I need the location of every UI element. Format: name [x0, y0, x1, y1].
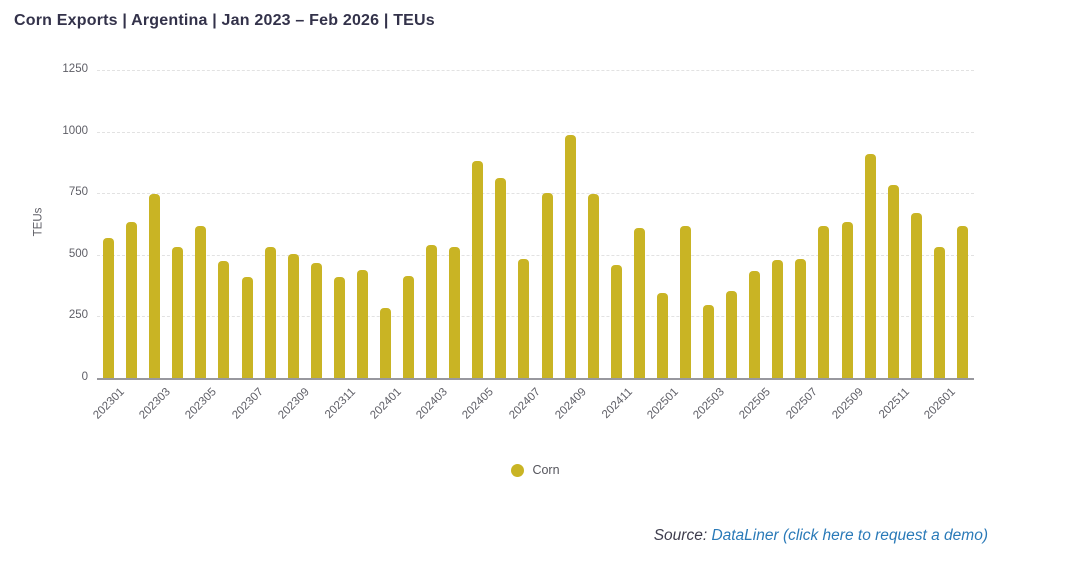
legend-item-corn[interactable]: Corn: [511, 463, 560, 477]
bar-202412[interactable]: [633, 227, 645, 378]
bar-202407[interactable]: [518, 258, 530, 378]
bar-202311[interactable]: [333, 276, 345, 378]
x-tick-label-202501: 202501: [645, 386, 681, 422]
bar-202508[interactable]: [818, 226, 830, 378]
legend: Corn: [97, 463, 974, 477]
bar-202601[interactable]: [933, 247, 945, 378]
bar-202502[interactable]: [680, 226, 691, 378]
chart-title: Corn Exports | Argentina | Jan 2023 – Fe…: [14, 12, 435, 29]
bar-202409[interactable]: [564, 135, 576, 378]
x-tick-label-202305: 202305: [183, 386, 220, 422]
gridline-1000: [97, 131, 974, 133]
bar-202305[interactable]: [195, 226, 207, 378]
bar-202512[interactable]: [910, 212, 922, 378]
bar-202506[interactable]: [772, 259, 784, 378]
x-tick-label-202507: 202507: [783, 386, 820, 422]
x-tick-label-202411: 202411: [599, 386, 635, 422]
bar-202411[interactable]: [610, 264, 622, 378]
x-tick-label-202409: 202409: [552, 386, 589, 422]
x-tick-label-202511: 202511: [876, 386, 912, 422]
x-tick-label-202311: 202311: [322, 386, 358, 422]
x-tick-label-202505: 202505: [737, 386, 774, 422]
bar-202304[interactable]: [172, 247, 184, 378]
bar-202602[interactable]: [956, 226, 968, 378]
bar-202301[interactable]: [103, 237, 115, 378]
bar-202505[interactable]: [749, 270, 761, 378]
bar-202404[interactable]: [449, 247, 461, 378]
x-tick-label-202303: 202303: [137, 386, 174, 422]
bar-202402[interactable]: [403, 275, 415, 378]
y-tick-label-0: 0: [81, 371, 88, 383]
x-tick-label-202509: 202509: [829, 386, 866, 422]
gridline-1250: [97, 70, 974, 71]
bar-202510[interactable]: [864, 153, 876, 378]
plot-area: [97, 70, 974, 380]
bar-202509[interactable]: [841, 221, 853, 378]
y-tick-label-250: 250: [68, 309, 88, 322]
bar-202504[interactable]: [726, 290, 738, 378]
legend-dot-icon: [511, 463, 525, 477]
bar-202307[interactable]: [241, 276, 253, 378]
y-tick-label-1250: 1250: [62, 63, 88, 75]
bar-202503[interactable]: [703, 305, 715, 378]
bar-202405[interactable]: [472, 161, 484, 378]
bar-202501[interactable]: [656, 293, 668, 378]
bar-202507[interactable]: [795, 258, 807, 378]
bar-202408[interactable]: [541, 193, 553, 378]
x-tick-label-202307: 202307: [229, 386, 266, 422]
x-tick-label-202601: 202601: [922, 386, 958, 422]
x-tick-label-202301: 202301: [91, 386, 128, 422]
bar-202303[interactable]: [149, 194, 161, 378]
source-prefix: Source:: [653, 527, 712, 544]
y-tick-label-500: 500: [68, 247, 88, 260]
bar-202406[interactable]: [495, 178, 507, 378]
gridline-750: [97, 193, 974, 195]
bar-202410[interactable]: [587, 194, 599, 378]
bar-202308[interactable]: [264, 247, 276, 378]
gridline-250: [97, 316, 974, 318]
bar-202312[interactable]: [356, 269, 368, 378]
bar-202302[interactable]: [126, 221, 138, 378]
source-note: Source: DataLiner (click here to request…: [654, 527, 988, 545]
x-tick-label-202401: 202401: [368, 386, 404, 422]
gridline-500: [97, 254, 974, 256]
y-tick-label-750: 750: [68, 186, 88, 199]
bar-202306[interactable]: [218, 260, 230, 378]
legend-label: Corn: [532, 463, 560, 477]
x-tick-label-202403: 202403: [414, 386, 451, 422]
x-tick-label-202405: 202405: [460, 386, 497, 422]
bar-202401[interactable]: [379, 307, 391, 378]
x-tick-label-202407: 202407: [506, 386, 543, 422]
bar-202310[interactable]: [310, 263, 322, 378]
x-tick-label-202503: 202503: [691, 386, 728, 422]
bar-202403[interactable]: [426, 244, 438, 378]
x-tick-label-202309: 202309: [276, 386, 312, 422]
source-link[interactable]: DataLiner (click here to request a demo): [711, 527, 988, 544]
bar-202309[interactable]: [287, 253, 299, 378]
y-tick-label-1000: 1000: [62, 124, 88, 137]
y-axis-title: TEUs: [32, 207, 45, 237]
bar-202511[interactable]: [887, 184, 899, 378]
